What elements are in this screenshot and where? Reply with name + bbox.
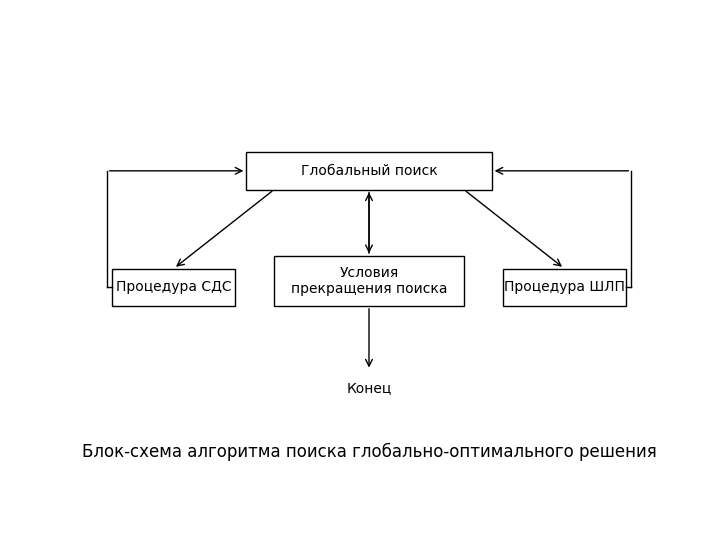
Text: Конец: Конец xyxy=(346,381,392,395)
FancyBboxPatch shape xyxy=(112,268,235,306)
Text: Глобальный поиск: Глобальный поиск xyxy=(301,164,437,178)
FancyBboxPatch shape xyxy=(503,268,626,306)
Text: Процедура ШЛП: Процедура ШЛП xyxy=(504,280,625,294)
Text: Условия
прекращения поиска: Условия прекращения поиска xyxy=(291,266,447,296)
FancyBboxPatch shape xyxy=(246,152,492,190)
Text: Процедура СДС: Процедура СДС xyxy=(116,280,232,294)
FancyBboxPatch shape xyxy=(274,256,464,306)
Text: Блок-схема алгоритма поиска глобально-оптимального решения: Блок-схема алгоритма поиска глобально-оп… xyxy=(81,442,657,461)
